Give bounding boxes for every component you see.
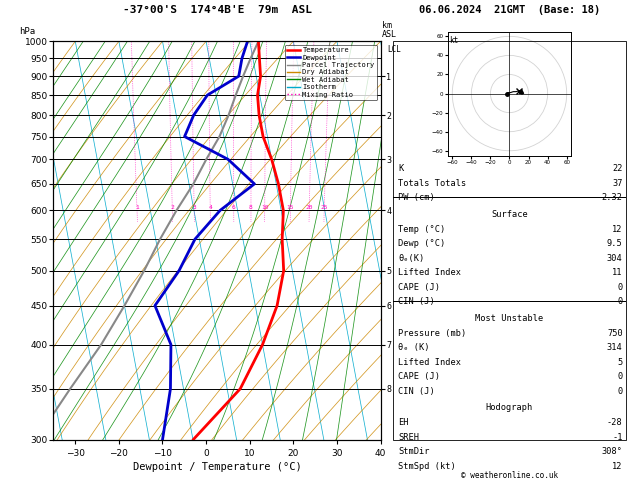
Text: 12: 12 xyxy=(612,462,623,471)
Text: -37°00'S  174°4B'E  79m  ASL: -37°00'S 174°4B'E 79m ASL xyxy=(123,4,311,15)
Text: Totals Totals: Totals Totals xyxy=(398,179,467,188)
Text: Lifted Index: Lifted Index xyxy=(398,268,461,278)
Text: StmSpd (kt): StmSpd (kt) xyxy=(398,462,456,471)
Legend: Temperature, Dewpoint, Parcel Trajectory, Dry Adiabat, Wet Adiabat, Isotherm, Mi: Temperature, Dewpoint, Parcel Trajectory… xyxy=(285,45,377,100)
Text: 0: 0 xyxy=(618,387,623,396)
Text: 37: 37 xyxy=(612,179,623,188)
Text: 10: 10 xyxy=(261,206,269,210)
Text: 4: 4 xyxy=(208,206,212,210)
Text: Temp (°C): Temp (°C) xyxy=(398,225,445,234)
Text: 304: 304 xyxy=(607,254,623,263)
Text: CAPE (J): CAPE (J) xyxy=(398,372,440,382)
Text: 1: 1 xyxy=(135,206,139,210)
Text: LCL: LCL xyxy=(387,45,401,54)
Text: K: K xyxy=(398,164,403,174)
Text: 0: 0 xyxy=(618,372,623,382)
Text: 2.32: 2.32 xyxy=(602,193,623,203)
Text: Lifted Index: Lifted Index xyxy=(398,358,461,367)
Text: 25: 25 xyxy=(320,206,328,210)
Text: 22: 22 xyxy=(612,164,623,174)
Text: 9.5: 9.5 xyxy=(607,239,623,248)
Text: PW (cm): PW (cm) xyxy=(398,193,435,203)
Text: Dewp (°C): Dewp (°C) xyxy=(398,239,445,248)
Text: Hodograph: Hodograph xyxy=(486,403,533,413)
Text: EH: EH xyxy=(398,418,409,427)
Text: hPa: hPa xyxy=(19,27,35,36)
Text: θₑ(K): θₑ(K) xyxy=(398,254,425,263)
Text: 314: 314 xyxy=(607,343,623,352)
Text: © weatheronline.co.uk: © weatheronline.co.uk xyxy=(461,471,558,480)
Text: 6: 6 xyxy=(232,206,236,210)
Text: 2: 2 xyxy=(170,206,174,210)
Text: CIN (J): CIN (J) xyxy=(398,297,435,307)
Text: 20: 20 xyxy=(306,206,313,210)
Text: kt: kt xyxy=(450,36,459,45)
Text: CAPE (J): CAPE (J) xyxy=(398,283,440,292)
Text: Most Unstable: Most Unstable xyxy=(476,314,543,323)
Text: Pressure (mb): Pressure (mb) xyxy=(398,329,467,338)
Text: 06.06.2024  21GMT  (Base: 18): 06.06.2024 21GMT (Base: 18) xyxy=(419,4,600,15)
Text: SREH: SREH xyxy=(398,433,419,442)
Text: 308°: 308° xyxy=(602,447,623,456)
Text: θₑ (K): θₑ (K) xyxy=(398,343,430,352)
Text: 8: 8 xyxy=(249,206,253,210)
Text: 0: 0 xyxy=(618,283,623,292)
Text: 750: 750 xyxy=(607,329,623,338)
Text: Surface: Surface xyxy=(491,210,528,219)
Text: 15: 15 xyxy=(287,206,294,210)
Text: -1: -1 xyxy=(612,433,623,442)
Text: 11: 11 xyxy=(612,268,623,278)
Text: CIN (J): CIN (J) xyxy=(398,387,435,396)
Text: km
ASL: km ASL xyxy=(382,21,397,39)
Text: 12: 12 xyxy=(612,225,623,234)
X-axis label: Dewpoint / Temperature (°C): Dewpoint / Temperature (°C) xyxy=(133,462,301,472)
Text: 0: 0 xyxy=(618,297,623,307)
Text: 5: 5 xyxy=(618,358,623,367)
Text: StmDir: StmDir xyxy=(398,447,430,456)
Text: 3: 3 xyxy=(192,206,196,210)
Text: -28: -28 xyxy=(607,418,623,427)
